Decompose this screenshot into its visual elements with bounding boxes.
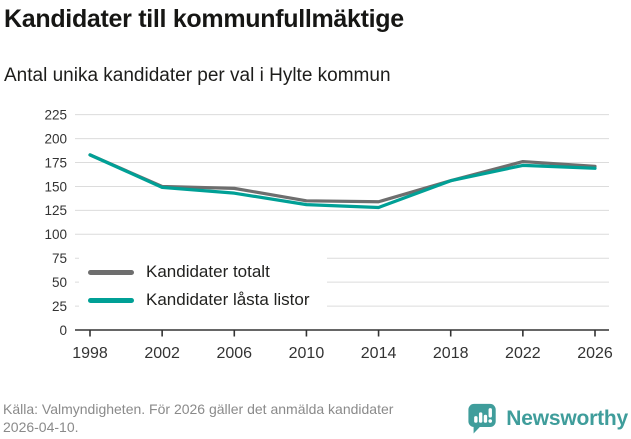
newsworthy-logo[interactable]: Newsworthy — [467, 402, 628, 435]
legend-swatch-totalt — [88, 269, 134, 275]
y-tick-label: 75 — [52, 251, 67, 266]
y-tick-label: 125 — [44, 203, 67, 218]
series-line-0 — [88, 153, 597, 204]
y-tick-label: 0 — [59, 323, 67, 338]
x-tick-label: 2018 — [433, 345, 469, 362]
x-tick-label: 2022 — [505, 345, 541, 362]
x-tick-label: 2002 — [144, 345, 180, 362]
chart-title: Kandidater till kommunfullmäktige — [4, 5, 404, 33]
x-tick-label: 1998 — [72, 345, 108, 362]
newsworthy-bubble-chart-icon — [468, 403, 497, 434]
line-chart: 0 25 50 75 100 125 150 175 200 225 1998 2002 2006 201… — [44, 107, 613, 362]
x-tick-label: 2026 — [577, 345, 613, 362]
y-tick-label: 200 — [44, 131, 67, 146]
y-tick-label: 50 — [52, 275, 67, 290]
newsworthy-wordmark: Newsworthy — [506, 406, 628, 430]
legend-label-totalt: Kandidater totalt — [146, 262, 270, 281]
legend-item-lasta-listor: Kandidater låsta listor — [88, 286, 309, 314]
chart-legend: Kandidater totalt Kandidater låsta listo… — [79, 252, 328, 320]
y-tick-label: 225 — [44, 107, 67, 122]
chart-subtitle: Antal unika kandidater per val i Hylte k… — [4, 65, 391, 86]
y-tick-label: 150 — [44, 179, 67, 194]
x-tick-label: 2006 — [216, 345, 252, 362]
x-tick-label: 2010 — [289, 345, 325, 362]
source-note: Källa: Valmyndigheten. För 2026 gäller d… — [3, 401, 394, 435]
series-line-1 — [88, 153, 597, 210]
legend-item-totalt: Kandidater totalt — [88, 258, 309, 286]
y-tick-label: 100 — [44, 227, 67, 242]
y-tick-label: 25 — [52, 299, 67, 314]
legend-swatch-lasta-listor — [88, 297, 134, 303]
y-tick-label: 175 — [44, 155, 67, 170]
legend-label-lasta-listor: Kandidater låsta listor — [146, 290, 310, 309]
x-tick-label: 2014 — [361, 345, 397, 362]
